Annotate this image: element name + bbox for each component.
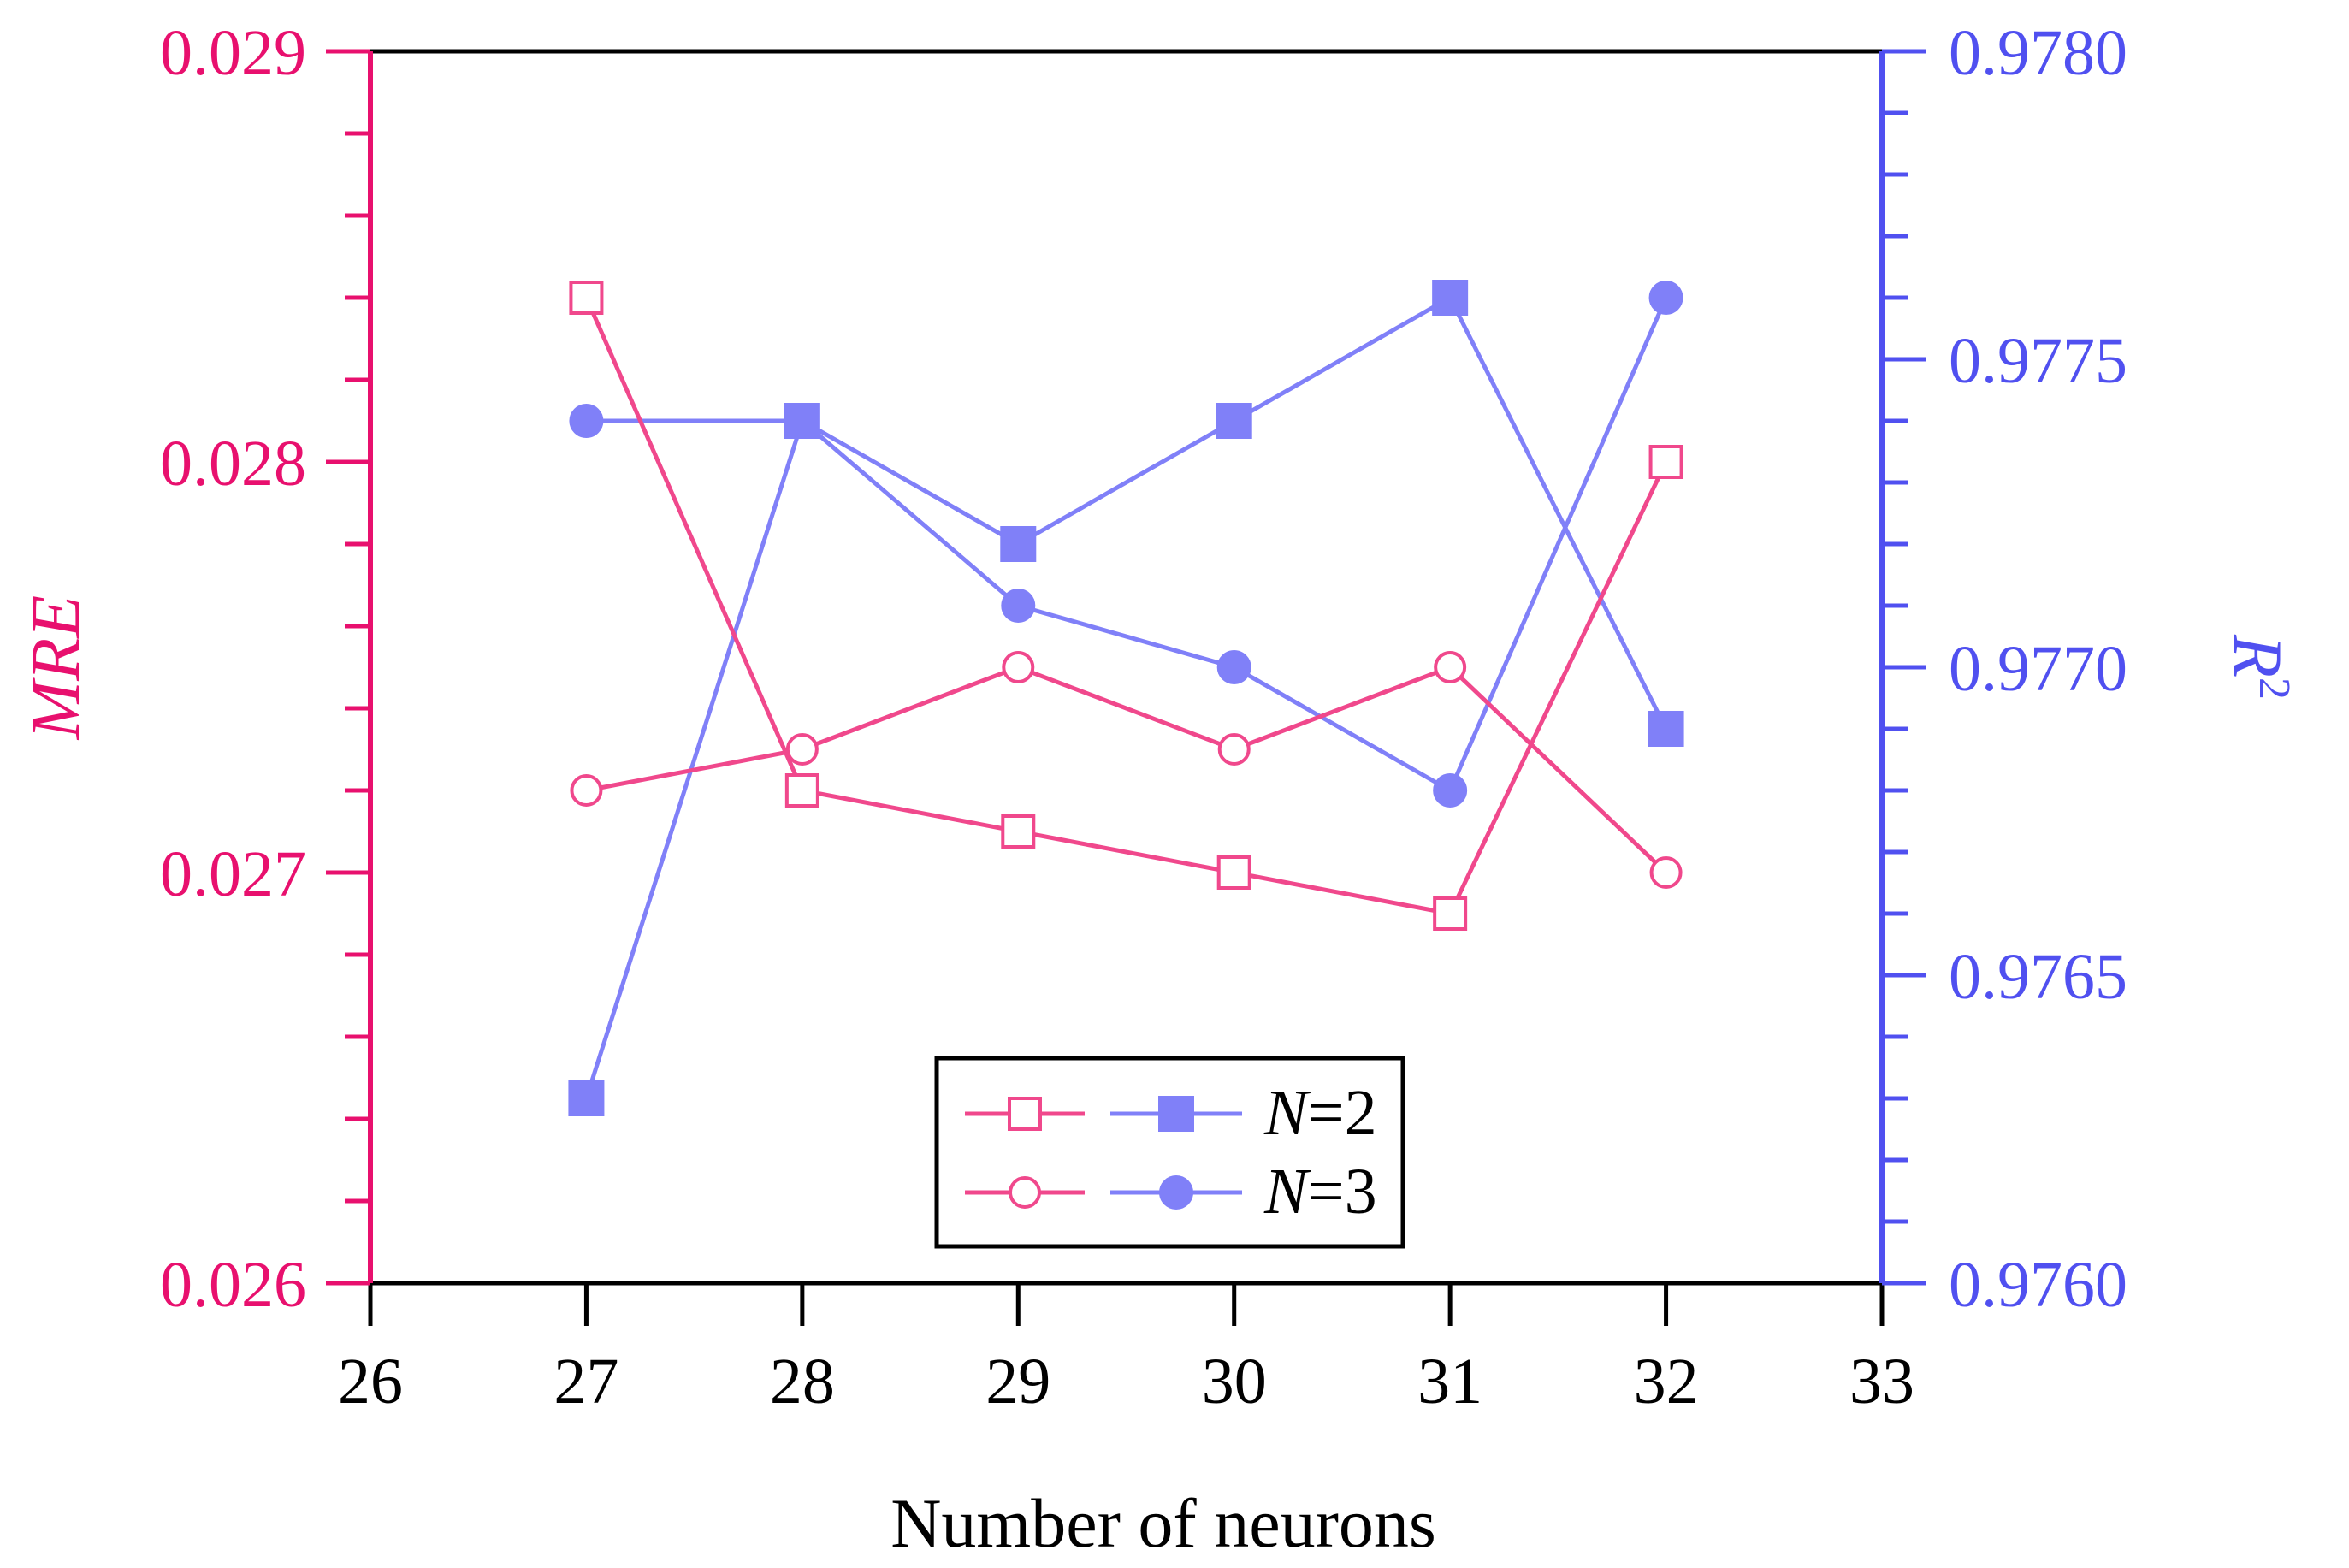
data-point-mre-n-2-28: [784, 773, 819, 808]
x-tick-label: 30: [1202, 1346, 1267, 1417]
x-tick-label: 27: [553, 1346, 618, 1417]
data-point-r2-n-2-29: [1000, 526, 1037, 562]
legend-box: [934, 1056, 1405, 1249]
data-point-mre-n-3-32: [1649, 856, 1683, 889]
data-point-mre-n-3-28: [785, 733, 819, 766]
series-line-mre-n-3: [585, 665, 1668, 874]
data-point-mre-n-3-30: [1217, 733, 1251, 766]
x-tick-label: 32: [1634, 1346, 1699, 1417]
data-point-r2-n-3-32: [1648, 281, 1683, 315]
x-tick-label: 29: [985, 1346, 1050, 1417]
right-y-axis-ticks: 0.9760 0.9765 0.9770 0.9775 0.9780: [1882, 17, 2127, 1321]
data-point-r2-n-3-27: [569, 404, 604, 438]
data-point-mre-n-3-31: [1434, 651, 1467, 683]
series-line-r2-n-2: [584, 294, 1668, 1099]
right-y-axis-title-base: R: [2219, 634, 2297, 677]
data-point-mre-n-3-29: [1002, 651, 1035, 683]
legend-marker-r2: [1158, 1096, 1194, 1132]
x-tick-label: 31: [1417, 1346, 1482, 1417]
x-axis-title: Number of neurons: [890, 1484, 1436, 1562]
data-point-mre-n-2-27: [569, 281, 604, 315]
legend-entry-n2: [965, 1096, 1242, 1132]
data-point-r2-n-3-31: [1433, 773, 1468, 808]
legend-marker-r2: [1159, 1175, 1193, 1210]
data-point-mre-n-3-27: [570, 774, 603, 807]
data-point-r2-n-2-30: [1216, 403, 1252, 439]
series-mre-n-2: [569, 281, 1683, 931]
left-y-axis-ticks: 0.026 0.027 0.028 0.029: [160, 17, 370, 1321]
right-y-axis-title: R2: [2219, 634, 2299, 700]
legend-label-n3-var: N: [1263, 1156, 1311, 1228]
legend-label-n2-var: N: [1263, 1077, 1311, 1149]
left-y-tick-label: 0.026: [160, 1249, 306, 1321]
right-y-tick-label: 0.9775: [1949, 325, 2127, 397]
x-tick-label: 33: [1849, 1346, 1914, 1417]
right-y-tick-label: 0.9760: [1949, 1249, 2127, 1321]
data-point-r2-n-3-29: [1001, 589, 1036, 623]
data-point-mre-n-2-31: [1433, 896, 1468, 931]
left-y-axis-title: MRE: [16, 595, 94, 740]
data-point-mre-n-2-30: [1216, 855, 1251, 890]
data-point-mre-n-2-29: [1001, 814, 1036, 849]
data-point-r2-n-3-28: [784, 404, 819, 438]
series-mre-n-3: [570, 651, 1683, 889]
right-y-axis-title-superscript: 2: [2250, 677, 2299, 700]
x-axis-ticks: 26 27 28 29 30 31 32 33: [338, 1283, 1914, 1417]
legend-label-n2-value: =2: [1308, 1077, 1377, 1149]
data-point-r2-n-2-31: [1432, 280, 1469, 316]
left-y-tick-label: 0.027: [160, 838, 306, 910]
data-point-r2-n-2-27: [568, 1080, 605, 1116]
right-y-tick-label: 0.9770: [1949, 633, 2127, 705]
data-point-mre-n-2-32: [1648, 445, 1683, 479]
x-tick-label: 28: [770, 1346, 835, 1417]
legend-label-n3: N=3: [1263, 1156, 1377, 1228]
series-layer: [568, 280, 1684, 1116]
legend: N=2 N=3: [934, 1056, 1405, 1249]
left-y-tick-label: 0.028: [160, 428, 306, 500]
right-y-tick-label: 0.9780: [1949, 17, 2127, 89]
legend-marker-mre: [1008, 1097, 1042, 1131]
series-r2-n-3: [569, 281, 1683, 808]
data-point-r2-n-3-30: [1216, 650, 1251, 684]
left-y-tick-label: 0.029: [160, 17, 306, 89]
data-point-r2-n-2-32: [1648, 711, 1684, 747]
right-y-tick-label: 0.9765: [1949, 941, 2127, 1013]
series-r2-n-2: [568, 280, 1684, 1116]
legend-label-n3-value: =3: [1308, 1156, 1377, 1228]
legend-label-n2: N=2: [1263, 1077, 1377, 1149]
x-tick-label: 26: [338, 1346, 403, 1417]
series-line-r2-n-3: [586, 296, 1668, 794]
legend-entry-n3: [965, 1175, 1242, 1210]
series-line-mre-n-2: [584, 296, 1668, 916]
legend-marker-mre: [1009, 1176, 1041, 1209]
